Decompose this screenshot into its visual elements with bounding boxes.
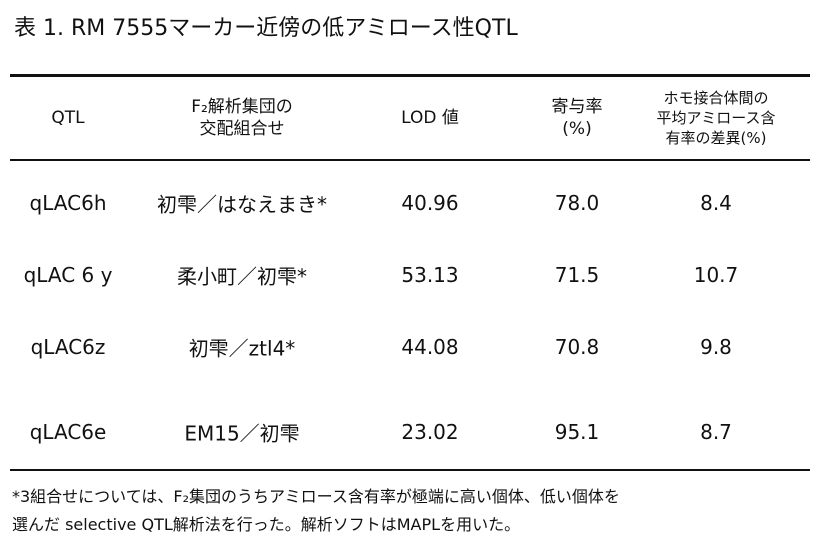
header-line: 交配組合せ: [199, 119, 285, 139]
data-cell: 70.8: [554, 335, 600, 359]
header-cell: LOD 値: [401, 107, 459, 129]
data-cell: 柔小町／初雫*: [177, 264, 307, 289]
data-cell: 23.02: [401, 420, 459, 444]
header-line: ホモ接合体間の: [663, 89, 769, 107]
data-cell: 78.0: [554, 191, 600, 215]
data-cell: 53.13: [401, 263, 459, 287]
header-line: F₂解析集団の: [191, 97, 293, 117]
data-cell: EM15／初雫: [184, 421, 300, 446]
data-cell: 9.8: [700, 335, 732, 359]
header-line: QTL: [51, 108, 85, 128]
header-line: LOD 値: [401, 108, 459, 128]
header-line: (%): [562, 119, 592, 139]
data-cell: 71.5: [554, 263, 600, 287]
table-title: 表 1. RM 7555マーカー近傍の低アミロース性QTL: [14, 16, 518, 41]
qtl-name: qLAC 6 y: [23, 263, 113, 287]
data-cell: 8.7: [700, 420, 732, 444]
footnote: *3組合せについては、F₂集団のうちアミロース含有率が極端に高い個体、低い個体を…: [12, 483, 620, 539]
top-rule: [10, 74, 810, 77]
bottom-rule: [10, 469, 810, 471]
footnote-line: *3組合せについては、F₂集団のうちアミロース含有率が極端に高い個体、低い個体を: [12, 487, 620, 506]
qtl-name: qLAC6h: [29, 191, 107, 215]
data-cell: 95.1: [554, 420, 600, 444]
header-line: 有率の差異(%): [665, 129, 767, 147]
data-cell: 初雫／はなえまき*: [157, 192, 327, 217]
qtl-name: qLAC6e: [29, 420, 107, 444]
data-cell: 10.7: [693, 263, 739, 287]
qtl-name: qLAC6z: [30, 335, 106, 359]
data-cell: 8.4: [700, 191, 732, 215]
data-cell: 44.08: [401, 335, 459, 359]
data-cell: 40.96: [401, 191, 459, 215]
header-cell: F₂解析集団の 交配組合せ: [191, 96, 293, 140]
header-cell: ホモ接合体間の 平均アミロース含 有率の差異(%): [657, 88, 776, 148]
header-cell: QTL: [51, 107, 84, 129]
footnote-line: 選んだ selective QTL解析法を行った。解析ソフトはMAPLを用いた。: [12, 515, 521, 534]
header-line: 寄与率: [551, 97, 603, 117]
header-cell: 寄与率 (%): [552, 96, 603, 140]
data-cell: 初雫／ztl4*: [188, 336, 296, 361]
header-rule: [10, 159, 810, 161]
header-line: 平均アミロース含: [656, 109, 776, 127]
